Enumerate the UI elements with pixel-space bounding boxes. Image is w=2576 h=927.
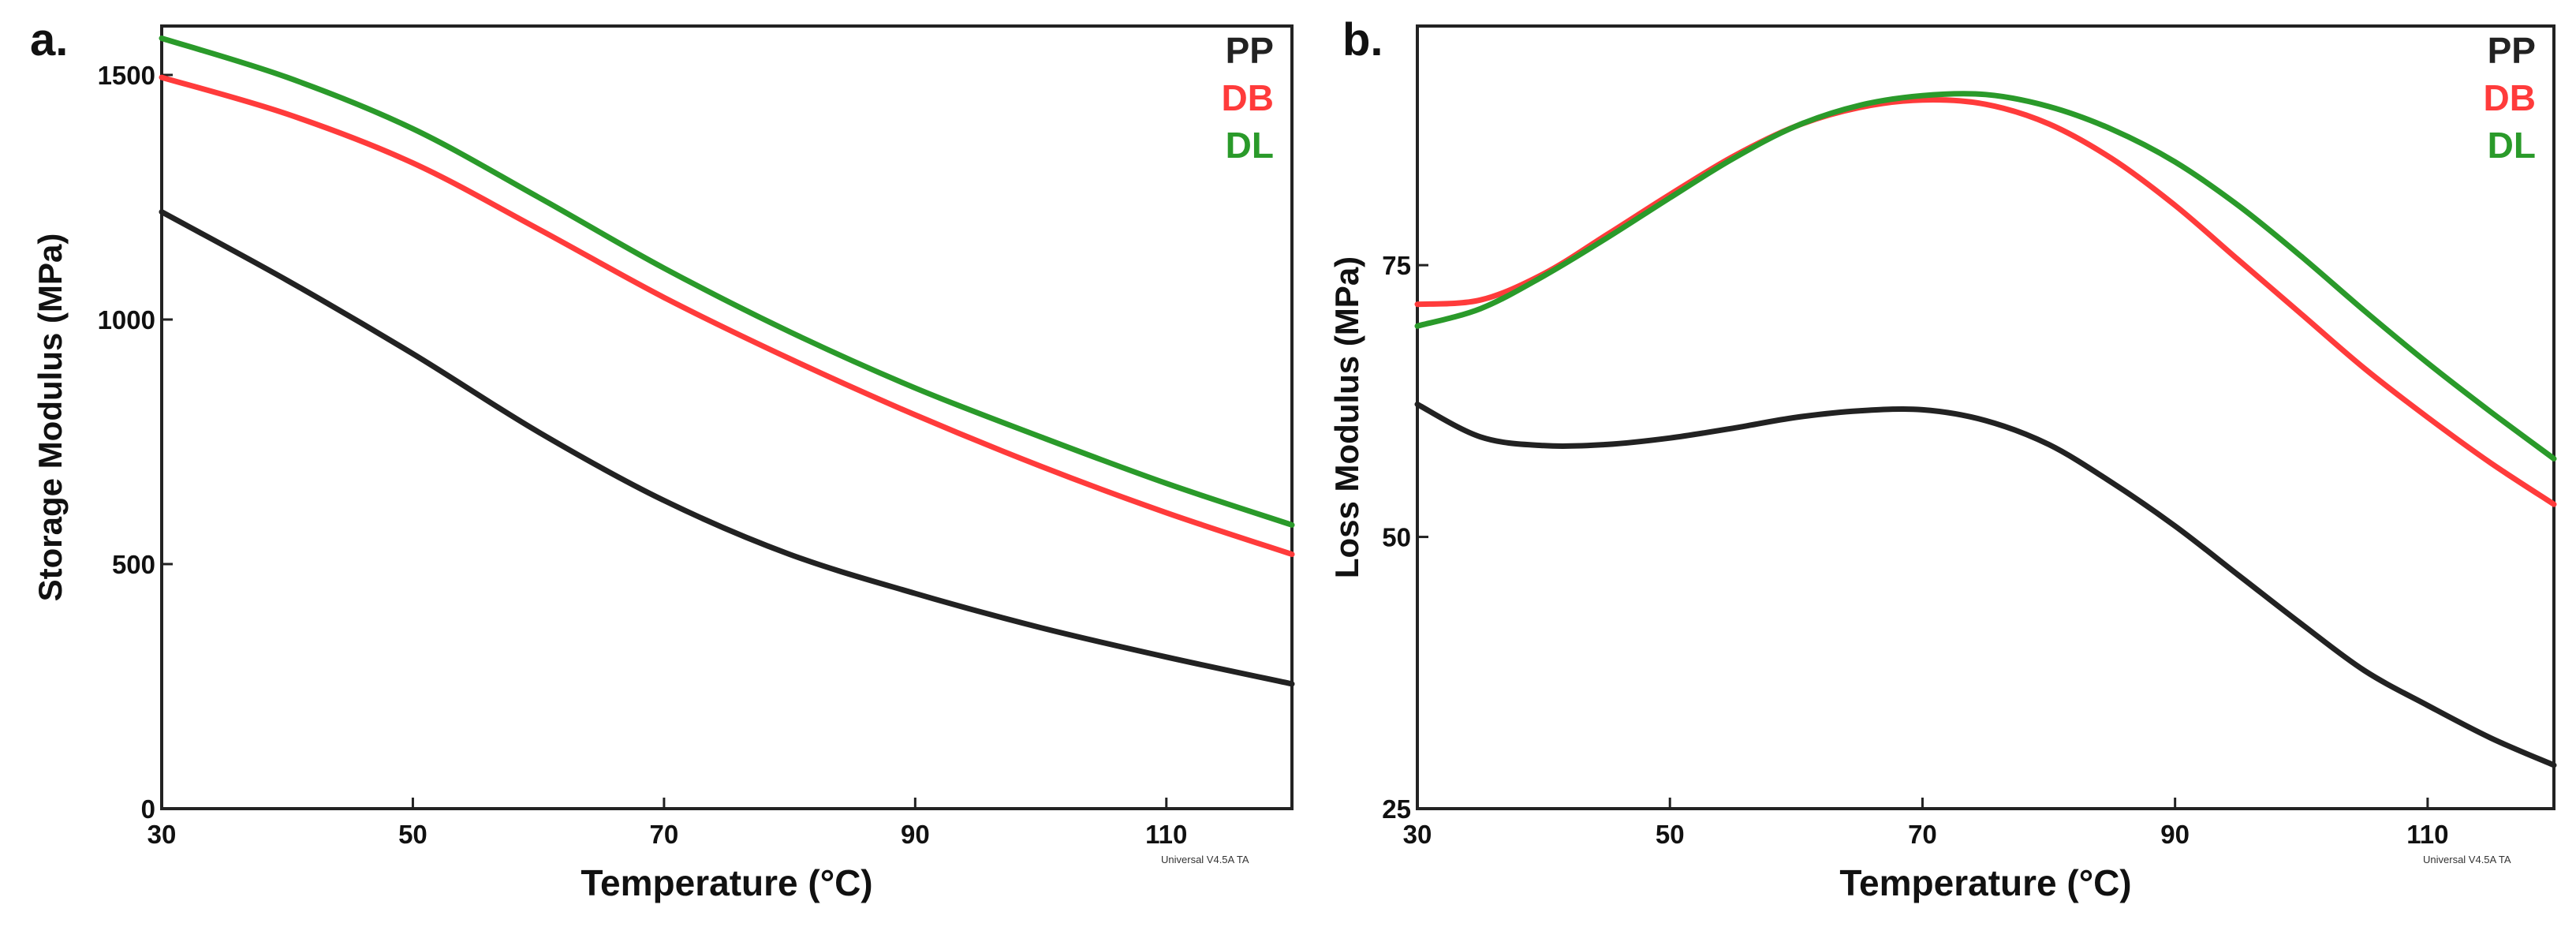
series-line-dl: [1414, 91, 2557, 462]
x-tick-label: 110: [2406, 820, 2448, 849]
series-line-db: [159, 74, 1295, 558]
series-line-pp: [159, 209, 1295, 687]
x-tick-label: 70: [650, 820, 679, 849]
y-tick-label: 1500: [98, 61, 155, 90]
instrument-watermark: Universal V4.5A TA: [2423, 854, 2511, 865]
y-tick-label: 50: [1382, 523, 1411, 552]
panel-b: b. 30 50 70 90 110 25 50 75 Temperature (°C) Loss …: [1328, 14, 2557, 903]
x-tick-label: 110: [1145, 820, 1187, 849]
x-tick-label: 90: [2160, 820, 2190, 849]
panel-label: b.: [1342, 14, 1383, 65]
x-tick-label: 50: [398, 820, 427, 849]
y-tick-label: 500: [112, 550, 155, 579]
instrument-watermark: Universal V4.5A TA: [1161, 854, 1249, 865]
y-tick-label: 0: [141, 794, 155, 824]
legend-entry-dl: DL: [2488, 125, 2536, 166]
x-tick-label: 50: [1656, 820, 1685, 849]
x-tick-label: 30: [147, 820, 177, 849]
series-line-db: [1414, 97, 2557, 507]
series-line-pp: [1414, 402, 2557, 768]
legend-entry-dl: DL: [1226, 125, 1274, 166]
legend-entry-db: DB: [1222, 77, 1274, 118]
y-axis-label: Storage Modulus (MPa): [32, 234, 69, 602]
legend-entry-pp: PP: [1226, 30, 1274, 71]
x-tick-label: 70: [1908, 820, 1937, 849]
series-line-dl: [159, 36, 1295, 528]
plot-frame: [1416, 24, 2555, 810]
x-tick-label: 90: [901, 820, 930, 849]
legend-entry-db: DB: [2484, 77, 2536, 118]
panel-label: a.: [30, 14, 68, 65]
y-tick-label: 1000: [98, 305, 155, 335]
legend-entry-pp: PP: [2488, 30, 2536, 71]
y-axis-label: Loss Modulus (MPa): [1328, 256, 1365, 578]
x-axis-label: Temperature (°C): [581, 862, 872, 903]
plot-frame: [160, 24, 1294, 810]
y-tick-label: 75: [1382, 251, 1411, 280]
y-tick-label: 25: [1382, 794, 1411, 824]
panel-a: a. 30 50 70 90 110 0 500 1000 1500 Temperature (°C…: [30, 14, 1295, 903]
x-tick-label: 30: [1403, 820, 1432, 849]
x-axis-label: Temperature (°C): [1839, 862, 2131, 903]
